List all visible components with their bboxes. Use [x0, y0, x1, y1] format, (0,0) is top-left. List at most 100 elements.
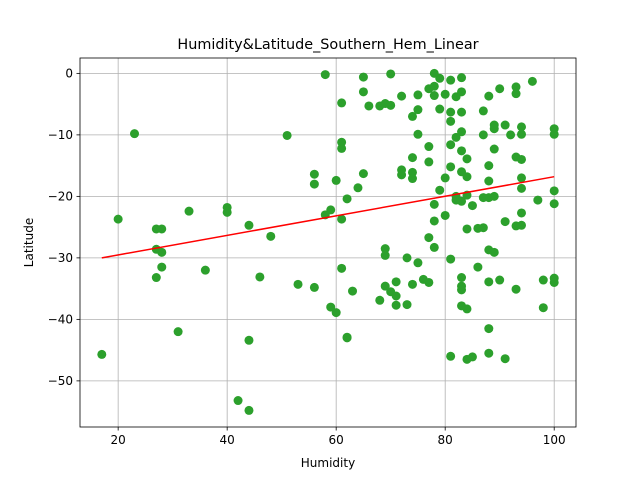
data-point	[342, 333, 352, 343]
data-point	[549, 129, 559, 139]
data-point	[244, 335, 254, 345]
data-point	[222, 207, 232, 217]
y-tick-label: −20	[48, 190, 73, 204]
data-point	[516, 220, 526, 230]
data-point	[97, 349, 107, 359]
data-point	[244, 405, 254, 415]
data-point	[342, 194, 352, 204]
data-point	[337, 263, 347, 273]
data-point	[440, 173, 450, 183]
x-tick-label: 100	[543, 433, 566, 447]
chart-title: Humidity&Latitude_Southern_Hem_Linear	[177, 37, 478, 53]
data-point	[516, 208, 526, 218]
data-point	[391, 300, 401, 310]
data-point	[457, 107, 467, 117]
data-point	[157, 262, 167, 272]
data-point	[446, 162, 456, 172]
data-point	[495, 84, 505, 94]
data-point	[326, 205, 336, 215]
data-point	[451, 132, 461, 142]
data-point	[413, 258, 423, 268]
data-point	[326, 302, 336, 312]
y-tick-label: 0	[65, 67, 73, 81]
data-point	[457, 73, 467, 83]
data-point	[446, 254, 456, 264]
data-point	[397, 170, 407, 180]
data-point	[244, 220, 254, 230]
data-point	[484, 348, 494, 358]
plot-area-frame	[79, 57, 577, 428]
data-point	[375, 295, 385, 305]
data-point	[358, 72, 368, 82]
data-point	[391, 277, 401, 287]
data-point	[424, 233, 434, 243]
data-point	[407, 111, 417, 121]
data-point	[309, 179, 319, 189]
data-point	[446, 351, 456, 361]
data-point	[527, 76, 537, 86]
data-point	[337, 98, 347, 108]
data-point	[457, 87, 467, 97]
data-point	[462, 304, 472, 314]
data-point	[380, 244, 390, 254]
data-point	[440, 89, 450, 99]
data-point	[478, 130, 488, 140]
regression-line	[101, 175, 555, 259]
data-point	[429, 91, 439, 101]
data-point	[500, 217, 510, 227]
data-point	[130, 129, 140, 139]
data-point	[457, 273, 467, 283]
data-point	[429, 199, 439, 209]
data-point	[462, 224, 472, 234]
data-point	[538, 275, 548, 285]
data-point	[184, 206, 194, 216]
data-point	[424, 142, 434, 152]
data-point	[457, 285, 467, 295]
data-point	[429, 216, 439, 226]
data-point	[331, 175, 341, 185]
data-point	[506, 130, 516, 140]
data-point	[358, 87, 368, 97]
data-point	[358, 169, 368, 179]
data-point	[489, 144, 499, 154]
data-point	[293, 279, 303, 289]
data-point	[446, 140, 456, 150]
data-point	[309, 169, 319, 179]
data-point	[386, 100, 396, 110]
data-point	[516, 173, 526, 183]
data-point	[484, 324, 494, 334]
y-tick-label: −50	[48, 374, 73, 388]
data-point	[435, 185, 445, 195]
data-point	[380, 281, 390, 291]
x-axis-ticks: 20 40 60 80 100	[111, 427, 566, 447]
data-point	[516, 122, 526, 132]
regression-layer	[101, 175, 555, 259]
data-point	[462, 172, 472, 182]
data-point	[391, 291, 401, 301]
data-point	[429, 81, 439, 91]
y-axis-label: Latitude	[22, 218, 36, 267]
data-point	[424, 157, 434, 167]
data-point	[511, 89, 521, 99]
data-point	[489, 191, 499, 201]
data-point	[533, 195, 543, 205]
data-point	[516, 154, 526, 164]
data-point	[173, 327, 183, 337]
data-point	[484, 91, 494, 101]
data-point	[495, 275, 505, 285]
data-point	[402, 253, 412, 263]
data-point	[331, 308, 341, 318]
data-point	[446, 116, 456, 126]
data-point	[386, 69, 396, 79]
data-point	[413, 90, 423, 100]
data-point	[407, 279, 417, 289]
data-point	[446, 107, 456, 117]
data-point	[348, 286, 358, 296]
data-point	[397, 91, 407, 101]
data-point	[113, 214, 123, 224]
data-point	[151, 273, 161, 283]
data-point	[157, 224, 167, 234]
y-tick-label: −40	[48, 313, 73, 327]
